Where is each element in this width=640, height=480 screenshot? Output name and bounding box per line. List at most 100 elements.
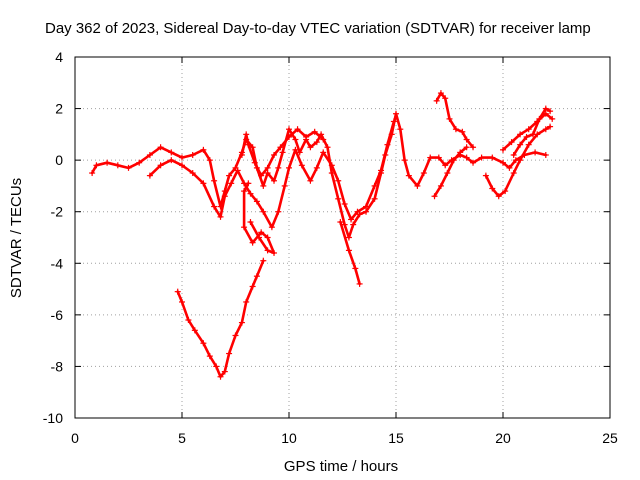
- data-point-marker: [500, 146, 506, 153]
- data-point-marker: [249, 283, 256, 290]
- data-point-marker: [517, 131, 524, 138]
- data-point-marker: [442, 162, 449, 169]
- data-point-marker: [352, 265, 359, 272]
- data-point-marker: [433, 97, 440, 104]
- data-point-marker: [363, 208, 370, 215]
- data-point-marker: [450, 157, 457, 164]
- data-point-marker: [345, 234, 352, 241]
- data-point-marker: [324, 144, 331, 151]
- data-point-marker: [311, 128, 318, 135]
- data-point-marker: [420, 170, 427, 177]
- data-point-marker: [532, 149, 539, 156]
- data-point-marker: [446, 115, 453, 122]
- data-point-marker: [191, 327, 198, 334]
- y-tick-label: 0: [55, 152, 63, 168]
- data-point-marker: [217, 213, 224, 220]
- data-point-marker: [179, 162, 185, 169]
- data-point-marker: [414, 182, 421, 189]
- data-point-marker: [253, 273, 260, 280]
- data-point-marker: [303, 133, 310, 140]
- data-point-marker: [437, 182, 444, 189]
- data-point-marker: [136, 159, 143, 166]
- y-tick-label: 2: [55, 101, 63, 117]
- data-point-marker: [264, 247, 271, 254]
- data-point-marker: [168, 157, 175, 164]
- data-point-marker: [200, 146, 207, 153]
- x-tick-label: 20: [495, 430, 511, 446]
- data-point-marker: [523, 133, 530, 140]
- data-point-marker: [104, 159, 111, 166]
- data-point-marker: [179, 298, 185, 305]
- data-point-marker: [489, 185, 496, 192]
- data-point-marker: [243, 298, 250, 305]
- series-branch-19h: [484, 125, 552, 198]
- data-point-marker: [260, 182, 267, 189]
- data-point-marker: [371, 195, 378, 202]
- data-point-marker: [275, 208, 282, 215]
- x-tick-label: 5: [178, 430, 186, 446]
- data-point-marker: [502, 188, 509, 195]
- data-point-marker: [350, 221, 357, 228]
- data-point-marker: [226, 350, 233, 357]
- plot-frame: [74, 56, 611, 419]
- data-point-marker: [452, 126, 459, 133]
- data-point-marker: [281, 182, 288, 189]
- grid-layer: [75, 57, 610, 418]
- data-point-marker: [294, 126, 301, 133]
- data-point-marker: [427, 154, 434, 161]
- data-point-marker: [260, 257, 267, 264]
- data-point-marker: [348, 216, 355, 223]
- data-point-marker: [200, 180, 207, 187]
- data-point-marker: [268, 224, 275, 231]
- series-main: [90, 112, 548, 239]
- data-point-marker: [168, 149, 175, 156]
- data-point-marker: [335, 195, 342, 202]
- data-point-marker: [157, 162, 164, 169]
- data-point-marker: [510, 151, 517, 158]
- data-point-marker: [211, 177, 218, 184]
- data-point-marker: [292, 136, 299, 143]
- data-point-marker: [286, 164, 292, 171]
- data-point-marker: [271, 151, 278, 158]
- series-dip-13h: [339, 220, 361, 286]
- series-dip-17h: [433, 146, 468, 198]
- data-point-marker: [238, 319, 245, 326]
- data-point-marker: [89, 170, 96, 177]
- data-point-marker: [264, 170, 271, 177]
- data-point-marker: [328, 162, 335, 169]
- chart-title: Day 362 of 2023, Sidereal Day-to-day VTE…: [45, 20, 591, 37]
- data-point-marker: [547, 123, 554, 130]
- data-point-marker: [320, 149, 327, 156]
- data-point-marker: [457, 149, 464, 156]
- x-tick-label: 15: [388, 430, 404, 446]
- data-point-marker: [335, 177, 342, 184]
- data-point-marker: [206, 157, 213, 164]
- data-point-marker: [298, 162, 305, 169]
- data-point-marker: [245, 141, 252, 148]
- data-point-marker: [114, 162, 121, 169]
- data-point-marker: [482, 172, 489, 179]
- series-secondary: [148, 120, 396, 229]
- data-point-marker: [313, 139, 320, 146]
- data-point-marker: [313, 164, 320, 171]
- data-point-marker: [542, 126, 549, 133]
- data-point-marker: [271, 249, 278, 256]
- data-point-marker: [189, 151, 196, 158]
- data-point-marker: [525, 141, 532, 148]
- data-point-marker: [371, 182, 378, 189]
- data-point-marker: [174, 288, 181, 295]
- y-tick-label: 4: [55, 49, 63, 65]
- data-point-marker: [213, 363, 220, 370]
- data-point-marker: [470, 159, 477, 166]
- data-point-marker: [431, 193, 438, 200]
- data-point-marker: [356, 280, 363, 287]
- data-point-marker: [489, 154, 496, 161]
- data-point-marker: [363, 203, 370, 210]
- data-point-marker: [264, 234, 271, 241]
- data-point-marker: [542, 151, 549, 158]
- data-point-marker: [510, 170, 517, 177]
- data-point-marker: [337, 219, 344, 226]
- data-point-marker: [277, 144, 284, 151]
- data-point-marker: [542, 105, 549, 112]
